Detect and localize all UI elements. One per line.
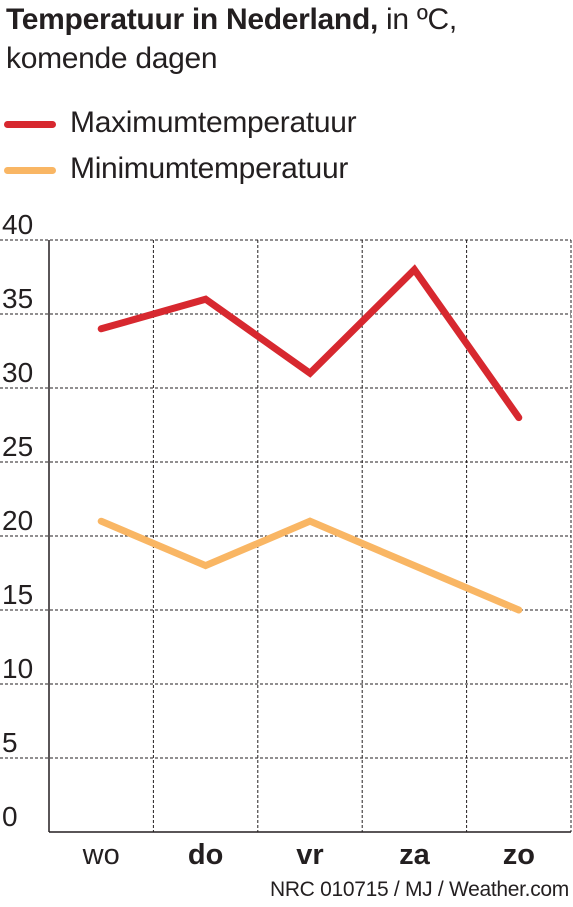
legend-swatch-max [4,121,56,128]
x-tick-label: do [188,839,223,871]
y-tick-label: 25 [2,431,33,462]
x-tick-label: vr [296,839,323,871]
title-rest: in ºC, [378,3,457,36]
y-tick-label: 35 [2,283,33,314]
y-tick-label: 5 [2,727,18,758]
y-tick-label: 40 [2,209,33,240]
title-bold: Temperatuur in Nederland, [6,3,379,36]
source-credit: NRC 010715 / MJ / Weather.com [269,878,569,901]
y-tick-label: 0 [2,801,18,832]
y-tick-label: 20 [2,505,33,536]
series-line-max [97,264,523,422]
x-tick-label: wo [82,839,120,871]
x-tick-label: za [399,839,431,871]
title-line2: komende dagen [6,42,218,75]
series-line-min [97,517,523,614]
legend-item-min: Minimumtemperatuur [0,150,573,190]
legend-label-max: Maximumtemperatuur [70,106,357,139]
y-tick-label: 10 [2,653,33,684]
legend-label-min: Minimumtemperatuur [70,152,349,185]
x-tick-label: zo [503,839,535,871]
legend-swatch-min [4,167,56,174]
legend-item-max: Maximumtemperatuur [0,104,573,144]
chart-title: Temperatuur in Nederland, in ºC, komende… [6,0,571,78]
y-tick-label: 15 [2,579,33,610]
y-tick-label: 30 [2,357,33,388]
